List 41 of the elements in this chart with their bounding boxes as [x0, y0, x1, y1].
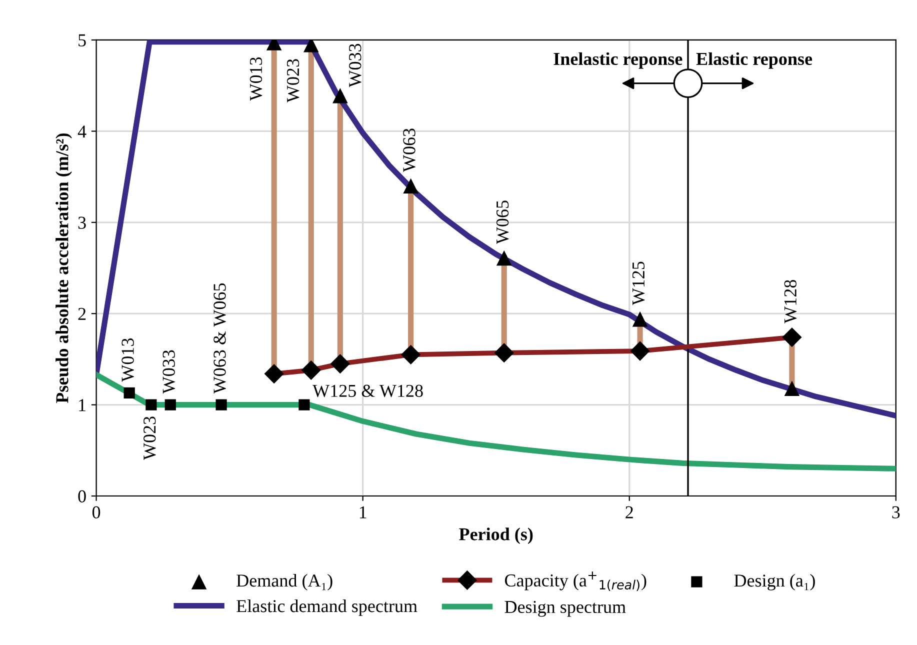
y-tick-label: 1	[79, 399, 86, 412]
point	[164, 399, 176, 410]
point	[216, 399, 227, 410]
y-tick-label: 4	[78, 126, 86, 138]
y-tick-label: 3	[78, 216, 86, 229]
annotation: W063	[403, 128, 416, 172]
annotation: W128	[784, 280, 797, 324]
annotation: Elastic reponse	[696, 52, 812, 69]
point	[403, 178, 418, 194]
y-tick-label: 5	[78, 34, 86, 46]
y-tick-label: 0	[78, 490, 86, 502]
y-tick-label: 2	[78, 308, 86, 320]
annotation: W023	[286, 59, 300, 103]
point	[784, 380, 800, 396]
x-axis-title: Period (s)	[459, 528, 533, 544]
annotation: W023	[144, 416, 156, 460]
x-tick-label: 0	[92, 506, 100, 518]
annotation: W033	[162, 350, 175, 394]
legend-label: Design (a₁)	[734, 574, 815, 590]
annotation: W013	[250, 57, 262, 101]
annotation: W065	[496, 200, 509, 244]
x-tick-label: 3	[892, 506, 900, 518]
point	[332, 88, 348, 104]
x-tick-label: 2	[626, 506, 633, 518]
legend-label: Design spectrum	[504, 600, 626, 617]
annotation: W033	[349, 44, 362, 88]
legend-label: Capacity (a$^{+}$$_{1(real)}$)	[504, 572, 646, 592]
point	[298, 399, 310, 410]
y-axis-title: Pseudo absolute acceleration (m/s²)	[56, 133, 72, 404]
x-tick-label: 1	[360, 506, 366, 518]
point	[496, 250, 512, 266]
annotation: W063 & W065	[214, 283, 226, 394]
point	[146, 399, 157, 410]
point	[124, 387, 135, 398]
annotation: W125 & W128	[312, 384, 423, 398]
legend-label: Elastic demand spectrum	[236, 600, 418, 616]
annotation: W013	[122, 338, 134, 382]
point	[632, 311, 648, 327]
legend-label: Demand (A₁)	[236, 574, 332, 590]
annotation: Inelastic reponse	[554, 52, 682, 69]
annotation: W125	[632, 262, 645, 306]
